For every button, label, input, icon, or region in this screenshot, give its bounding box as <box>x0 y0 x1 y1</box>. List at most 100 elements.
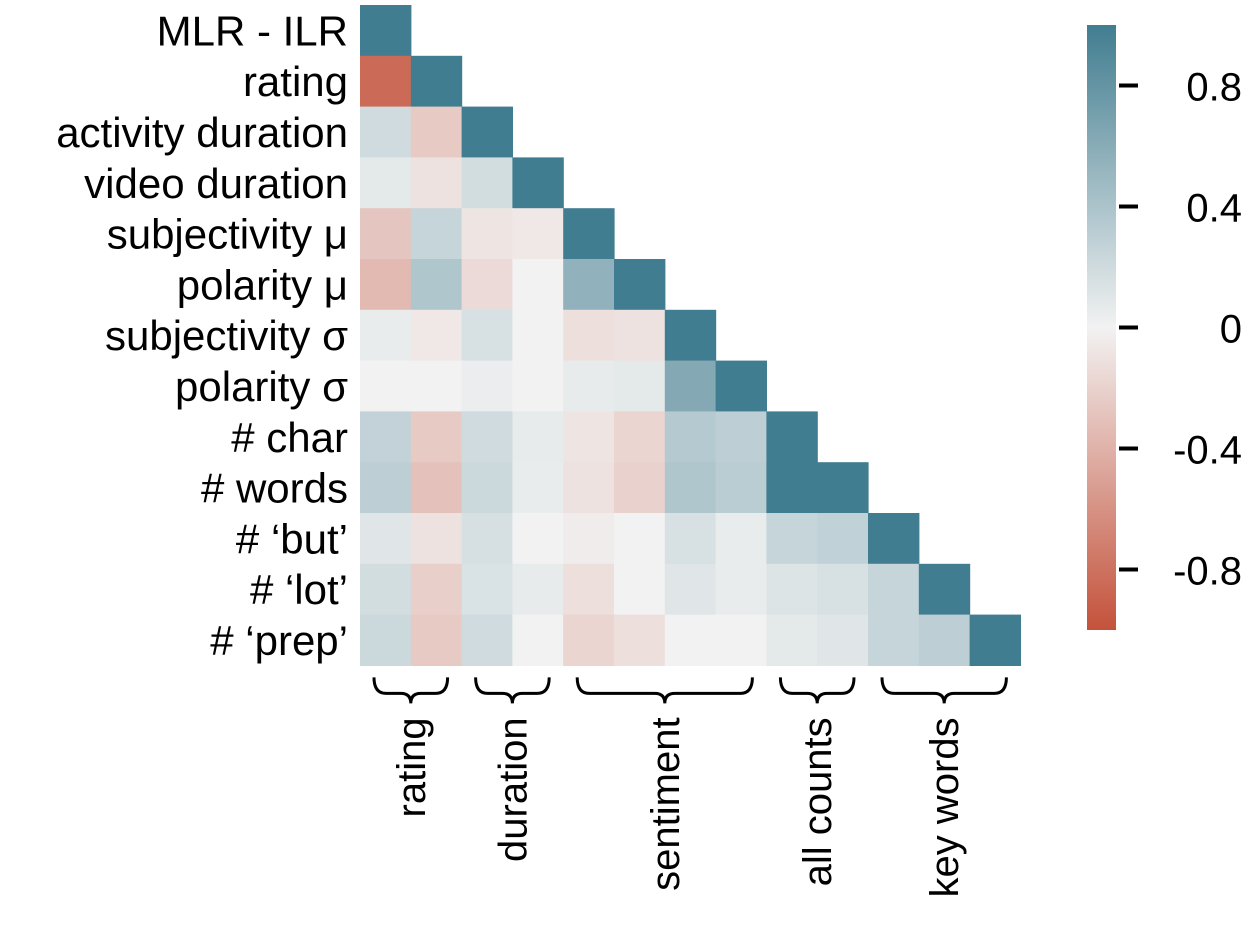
heatmap-cell-r5-c3 <box>512 259 564 311</box>
heatmap-cell-r6-c5 <box>614 309 666 362</box>
colorbar-tick-label-2: 0 <box>1220 308 1242 352</box>
row-label-9: # words <box>201 465 348 512</box>
group-label-1: duration <box>491 717 535 862</box>
group-brace-4 <box>880 677 1008 704</box>
heatmap-cell-r10-c7 <box>715 513 767 565</box>
heatmap-cell-r12-c4 <box>563 614 615 666</box>
row-label-11: # ‘lot’ <box>250 566 348 613</box>
colorbar: 0.8 0.4 0 -0.4 -0.8 <box>1087 25 1242 630</box>
heatmap-cell-r4-c4 <box>563 208 615 260</box>
heatmap-cell-r5-c0 <box>360 259 412 311</box>
heatmap-cell-r4-c2 <box>461 208 513 260</box>
heatmap-cell-r2-c0 <box>360 106 412 158</box>
heatmap-cell-r12-c6 <box>664 614 717 666</box>
heatmap-cell-r3-c1 <box>410 157 463 209</box>
heatmap-cell-r12-c3 <box>512 614 564 666</box>
heatmap-cell-r12-c11 <box>918 614 971 666</box>
heatmap-cell-r12-c0 <box>360 614 412 666</box>
colorbar-gradient <box>1087 25 1116 630</box>
heatmap-cell-r2-c2 <box>461 106 513 158</box>
heatmap-cell-r8-c3 <box>512 411 564 463</box>
heatmap-cell-r12-c5 <box>614 614 666 666</box>
heatmap-cell-r10-c2 <box>461 513 513 565</box>
heatmap-cell-r9-c1 <box>410 462 463 514</box>
heatmap-cell-r6-c3 <box>512 309 564 362</box>
row-label-4: subjectivity μ <box>107 211 348 258</box>
heatmap-cell-r5-c1 <box>410 259 463 311</box>
heatmap-cell-r9-c7 <box>715 462 767 514</box>
heatmap-cell-r11-c5 <box>614 563 666 616</box>
heatmap-cell-r7-c6 <box>664 360 717 412</box>
group-brace-0 <box>372 677 450 704</box>
group-brace-2 <box>575 677 754 704</box>
heatmap-cell-r9-c9 <box>817 462 869 514</box>
heatmap-cell-r5-c2 <box>461 259 513 311</box>
heatmap-cell-r1-c0 <box>360 55 412 108</box>
heatmap-cell-r7-c3 <box>512 360 564 412</box>
heatmap-cell-r10-c10 <box>868 513 920 565</box>
heatmap-cell-r10-c3 <box>512 513 564 565</box>
heatmap-cell-r9-c0 <box>360 462 412 514</box>
row-label-6: subjectivity σ <box>105 312 348 359</box>
heatmap-cell-r11-c1 <box>410 563 463 616</box>
heatmap-cell-r0-c0 <box>360 5 412 57</box>
heatmap-cell-r8-c5 <box>614 411 666 463</box>
heatmap-cell-r9-c4 <box>563 462 615 514</box>
group-label-0: rating <box>390 717 434 817</box>
row-label-8: # char <box>231 414 348 461</box>
heatmap-cell-r9-c6 <box>664 462 717 514</box>
row-label-7: polarity σ <box>175 363 348 410</box>
colorbar-tick-label-4: -0.8 <box>1173 550 1242 594</box>
heatmap-cell-r1-c1 <box>410 55 463 108</box>
heatmap-cell-r7-c0 <box>360 360 412 412</box>
heatmap-cell-r6-c0 <box>360 309 412 362</box>
heatmap-cell-r9-c3 <box>512 462 564 514</box>
heatmap-cell-r8-c6 <box>664 411 717 463</box>
heatmap-cell-r5-c4 <box>563 259 615 311</box>
row-label-1: rating <box>243 58 348 105</box>
heatmap-cell-r3-c2 <box>461 157 513 209</box>
heatmap-cell-r11-c3 <box>512 563 564 616</box>
heatmap-cell-r8-c4 <box>563 411 615 463</box>
heatmap-cell-r10-c4 <box>563 513 615 565</box>
colorbar-tick-label-1: 0.4 <box>1186 187 1242 231</box>
heatmap-cell-r10-c8 <box>766 513 818 565</box>
heatmap-cell-r4-c1 <box>410 208 463 260</box>
row-label-10: # ‘but’ <box>236 515 348 562</box>
heatmap-cell-r11-c7 <box>715 563 767 616</box>
group-brace-1 <box>474 677 551 704</box>
heatmap-cell-r9-c5 <box>614 462 666 514</box>
group-label-2: sentiment <box>644 717 688 890</box>
group-label-3: all counts <box>796 717 840 886</box>
heatmap-cell-r12-c9 <box>817 614 869 666</box>
heatmap-cell-r10-c6 <box>664 513 717 565</box>
group-braces: rating duration sentiment all counts key wor… <box>372 677 1008 897</box>
heatmap-cell-r8-c0 <box>360 411 412 463</box>
heatmap-cell-r12-c8 <box>766 614 818 666</box>
heatmap-cell-r8-c1 <box>410 411 463 463</box>
heatmap-cell-r11-c4 <box>563 563 615 616</box>
heatmap-cell-r11-c11 <box>918 563 971 616</box>
heatmap-cell-r9-c2 <box>461 462 513 514</box>
heatmap-cell-r10-c0 <box>360 513 412 565</box>
heatmap-cell-r2-c1 <box>410 106 463 158</box>
heatmap-cell-r11-c0 <box>360 563 412 616</box>
heatmap-cell-r7-c1 <box>410 360 463 412</box>
heatmap-cells <box>360 5 1021 666</box>
heatmap-cell-r6-c4 <box>563 309 615 362</box>
heatmap-cell-r11-c6 <box>664 563 717 616</box>
row-label-2: activity duration <box>56 109 348 156</box>
colorbar-tick-label-3: -0.4 <box>1173 429 1242 473</box>
heatmap-cell-r7-c4 <box>563 360 615 412</box>
heatmap-cell-r7-c2 <box>461 360 513 412</box>
heatmap-cell-r10-c1 <box>410 513 463 565</box>
heatmap-cell-r10-c9 <box>817 513 869 565</box>
heatmap-cell-r8-c7 <box>715 411 767 463</box>
group-brace-3 <box>778 677 856 704</box>
heatmap-cell-r8-c8 <box>766 411 818 463</box>
row-label-3: video duration <box>84 160 348 207</box>
heatmap-cell-r12-c10 <box>868 614 920 666</box>
heatmap-cell-r12-c2 <box>461 614 513 666</box>
heatmap-cell-r3-c3 <box>512 157 564 209</box>
